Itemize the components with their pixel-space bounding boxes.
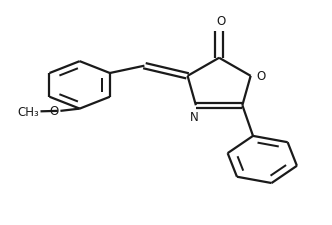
Text: O: O <box>49 105 59 118</box>
Text: CH₃: CH₃ <box>17 105 39 118</box>
Text: N: N <box>190 110 199 123</box>
Text: O: O <box>257 70 266 83</box>
Text: O: O <box>216 14 225 27</box>
